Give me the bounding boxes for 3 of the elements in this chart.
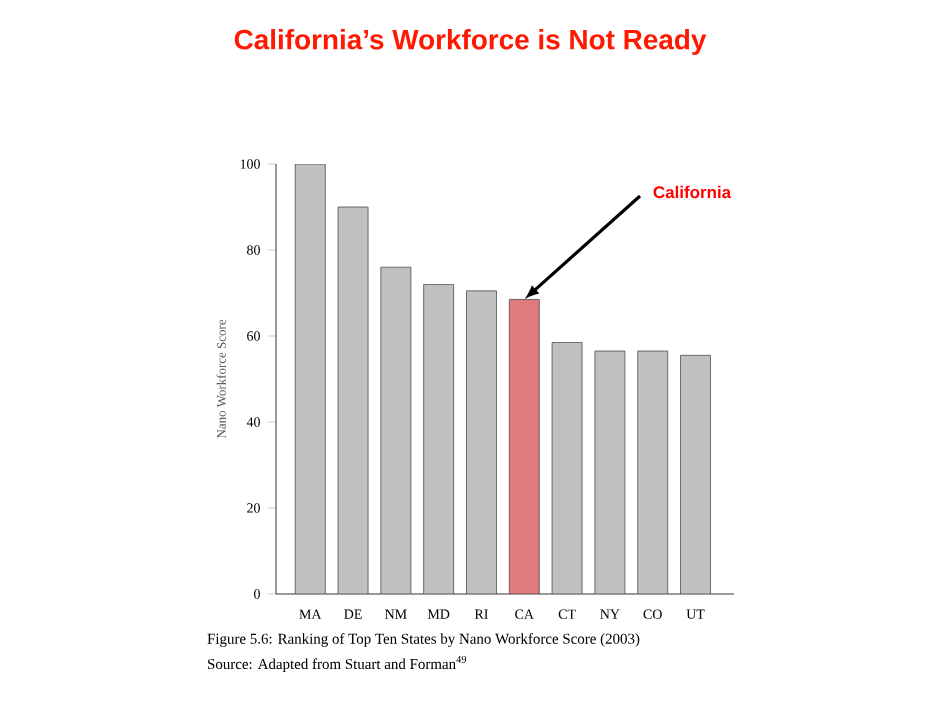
annotation: California bbox=[653, 185, 732, 199]
bar bbox=[294, 163, 326, 594]
chart-title: California’s Workforce is Not Ready bbox=[234, 28, 707, 55]
